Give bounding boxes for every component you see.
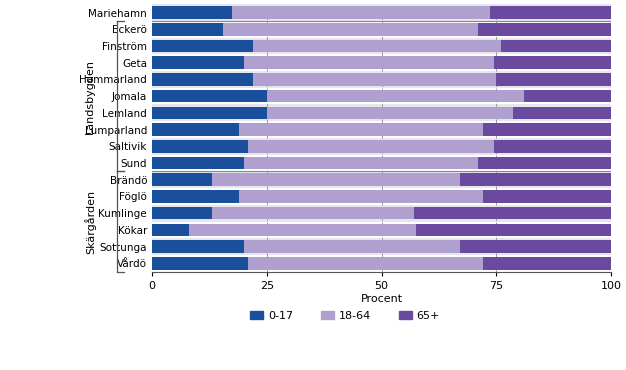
Bar bbox=[267, 107, 513, 119]
Bar bbox=[152, 21, 612, 38]
Bar bbox=[244, 56, 494, 69]
Bar bbox=[152, 190, 239, 203]
Bar bbox=[152, 205, 612, 222]
Bar bbox=[152, 223, 188, 236]
Bar bbox=[152, 240, 244, 253]
Bar bbox=[152, 40, 253, 52]
Bar bbox=[478, 157, 612, 169]
Bar bbox=[152, 222, 612, 238]
Bar bbox=[212, 174, 459, 186]
Bar bbox=[152, 255, 612, 272]
Bar bbox=[152, 140, 249, 152]
Bar bbox=[152, 174, 212, 186]
Bar bbox=[152, 6, 232, 19]
Bar bbox=[249, 140, 494, 152]
Bar bbox=[152, 54, 612, 71]
Bar bbox=[152, 104, 612, 121]
Bar bbox=[152, 88, 612, 104]
Bar bbox=[483, 123, 612, 136]
Bar bbox=[232, 6, 490, 19]
Bar bbox=[253, 73, 496, 86]
Bar bbox=[152, 73, 253, 86]
Bar bbox=[152, 257, 249, 270]
Bar bbox=[459, 174, 612, 186]
Bar bbox=[501, 40, 612, 52]
Bar bbox=[212, 207, 414, 219]
Bar bbox=[490, 6, 612, 19]
Bar bbox=[239, 190, 483, 203]
Bar bbox=[478, 23, 612, 36]
Bar bbox=[188, 223, 416, 236]
Bar bbox=[152, 188, 612, 205]
Text: Landsbygden: Landsbygden bbox=[85, 58, 95, 134]
Bar bbox=[494, 140, 612, 152]
Bar bbox=[483, 257, 612, 270]
Bar bbox=[152, 90, 267, 102]
Bar bbox=[416, 223, 612, 236]
Bar bbox=[152, 107, 267, 119]
Bar bbox=[152, 155, 612, 171]
Bar bbox=[152, 23, 223, 36]
Bar bbox=[239, 123, 483, 136]
Text: Skärgården: Skärgården bbox=[84, 189, 96, 253]
Bar bbox=[152, 238, 612, 255]
X-axis label: Procent: Procent bbox=[361, 293, 403, 303]
Bar bbox=[152, 71, 612, 88]
Bar bbox=[152, 4, 612, 21]
Bar bbox=[253, 40, 501, 52]
Bar bbox=[459, 240, 612, 253]
Bar bbox=[483, 190, 612, 203]
Bar bbox=[152, 121, 612, 138]
Bar bbox=[152, 171, 612, 188]
Bar bbox=[244, 240, 459, 253]
Bar bbox=[414, 207, 612, 219]
Bar bbox=[249, 257, 483, 270]
Bar bbox=[244, 157, 478, 169]
Bar bbox=[152, 207, 212, 219]
Bar bbox=[267, 90, 524, 102]
Legend: 0-17, 18-64, 65+: 0-17, 18-64, 65+ bbox=[245, 306, 444, 325]
Bar bbox=[496, 73, 612, 86]
Bar bbox=[152, 38, 612, 54]
Bar bbox=[524, 90, 612, 102]
Bar bbox=[513, 107, 612, 119]
Bar bbox=[223, 23, 478, 36]
Bar bbox=[152, 123, 239, 136]
Bar bbox=[494, 56, 612, 69]
Bar bbox=[152, 157, 244, 169]
Bar bbox=[152, 56, 244, 69]
Bar bbox=[152, 138, 612, 155]
